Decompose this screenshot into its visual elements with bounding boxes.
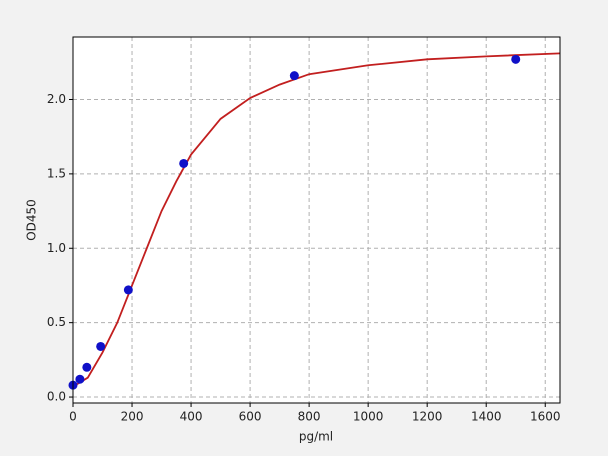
data-point — [179, 158, 189, 168]
x-tick-label: 0 — [69, 410, 77, 424]
y-axis-label: OD450 — [25, 199, 39, 241]
data-point — [289, 71, 299, 81]
data-point — [96, 341, 106, 351]
y-tick-label: 2.0 — [47, 92, 66, 106]
y-tick-label: 0.5 — [47, 315, 66, 329]
x-tick-label: 1600 — [530, 410, 561, 424]
y-tick-label: 1.5 — [47, 166, 66, 180]
data-point — [511, 54, 521, 64]
x-tick-label: 600 — [239, 410, 262, 424]
x-tick-label: 1000 — [353, 410, 384, 424]
x-tick-label: 1200 — [412, 410, 443, 424]
y-tick-label: 1.0 — [47, 241, 66, 255]
data-point — [123, 285, 133, 295]
plot-frame — [72, 36, 561, 404]
plot-area — [73, 37, 560, 403]
data-point — [75, 374, 85, 384]
x-tick-label: 1400 — [471, 410, 502, 424]
x-tick-label: 400 — [180, 410, 203, 424]
data-point — [82, 362, 92, 372]
x-axis-label: pg/ml — [299, 430, 333, 444]
y-tick-label: 0.0 — [47, 390, 66, 404]
x-tick-label: 200 — [121, 410, 144, 424]
fit-curve — [72, 52, 561, 388]
x-tick-label: 800 — [298, 410, 321, 424]
